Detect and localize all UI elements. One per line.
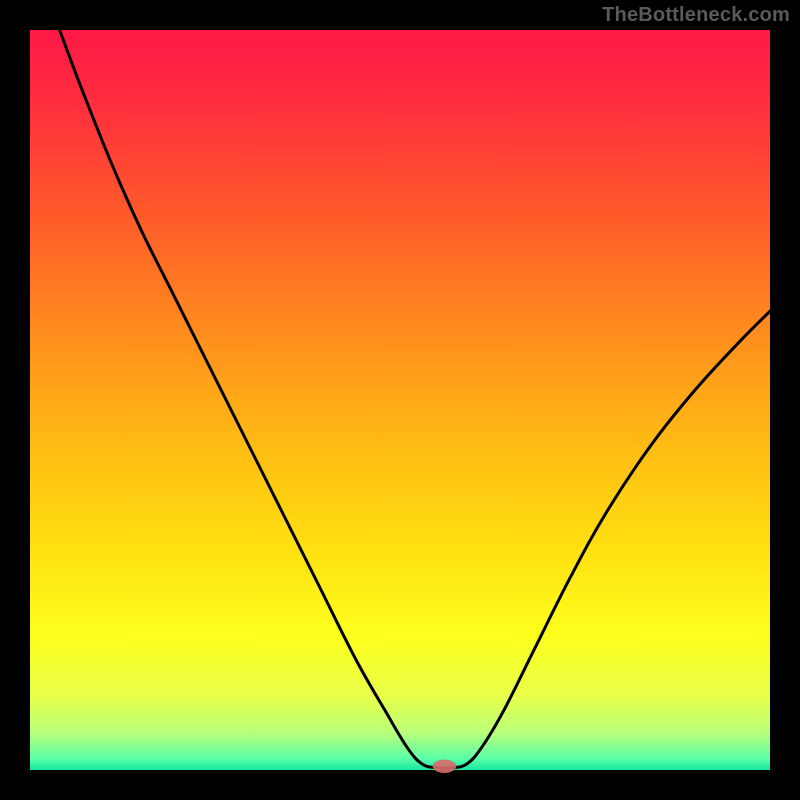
gradient-background xyxy=(30,30,770,770)
chart-svg xyxy=(0,0,800,800)
bottleneck-chart xyxy=(0,0,800,800)
optimal-marker xyxy=(433,760,457,773)
